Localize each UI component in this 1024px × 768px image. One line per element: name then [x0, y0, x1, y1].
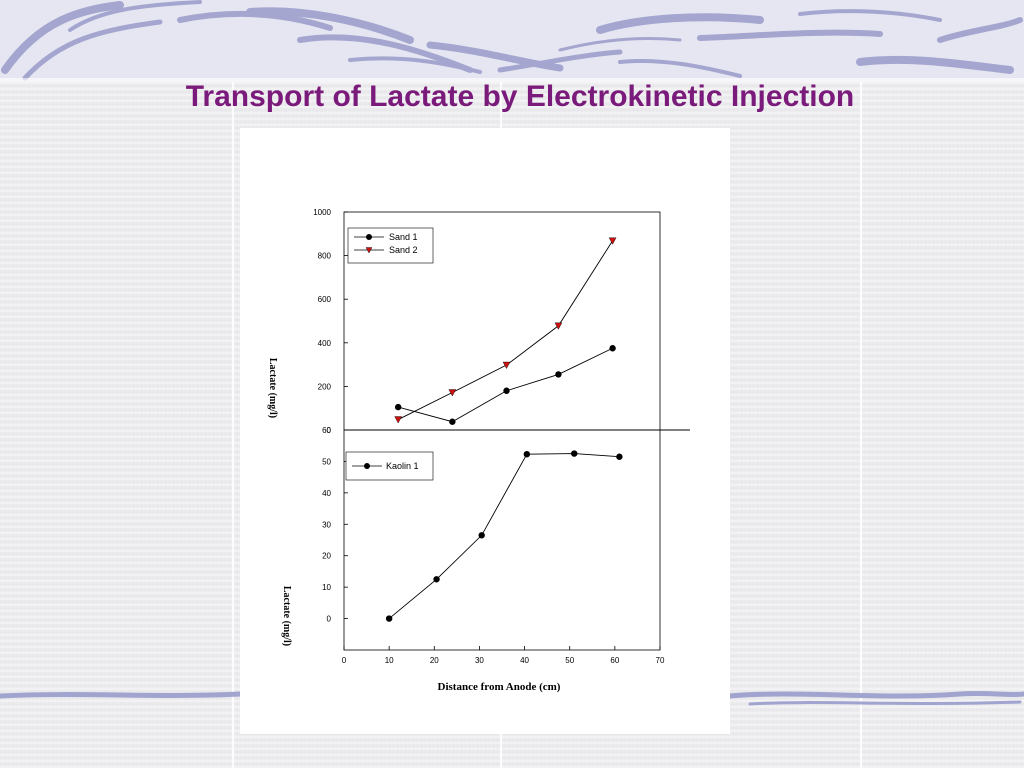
series-line-sand-1	[398, 347, 613, 423]
data-point-kaolin-1	[571, 450, 578, 457]
lower-y-tick-label: 60	[322, 426, 331, 435]
upper-y-tick-label: 1000	[313, 208, 331, 217]
data-point-sand-1	[394, 403, 402, 411]
data-point-sand-2	[554, 322, 563, 330]
lower-y-tick-label: 0	[327, 615, 332, 624]
background-line	[232, 80, 234, 768]
data-point-sand-2	[608, 237, 617, 245]
lower-y-tick-label: 20	[322, 552, 331, 561]
legend-label-kaolin-1: Kaolin 1	[386, 461, 419, 471]
slide-title: Transport of Lactate by Electrokinetic I…	[185, 80, 855, 113]
x-tick-label: 10	[385, 656, 394, 665]
legend-marker-kaolin-1	[364, 463, 370, 469]
footer-band	[0, 690, 1024, 706]
upper-y-tick-label: 800	[318, 252, 332, 261]
data-point-sand-1	[503, 387, 510, 394]
lower-y-tick-label: 10	[322, 583, 331, 592]
lower-y-tick-label: 30	[322, 520, 331, 529]
lower-y-tick-label: 50	[322, 457, 331, 466]
series-line-kaolin-1	[388, 453, 620, 619]
upper-y-tick-label: 600	[318, 295, 332, 304]
x-tick-label: 50	[565, 656, 574, 665]
data-point-sand-2	[502, 361, 511, 369]
x-axis: 0 10 20 30 40 50 60 70	[342, 646, 665, 665]
data-point-kaolin-1	[385, 615, 393, 622]
x-tick-label: 0	[342, 656, 347, 665]
upper-y-axis: 0 200 400 600 800 1000	[313, 208, 348, 435]
legend-marker-sand-1	[366, 234, 372, 240]
background-line	[860, 80, 862, 768]
legend-label-sand-1: Sand 1	[389, 232, 418, 242]
legend-marker-sand-2	[365, 247, 373, 254]
x-tick-label: 40	[520, 656, 529, 665]
lower-y-tick-label: 40	[322, 489, 331, 498]
data-point-kaolin-1	[523, 451, 531, 458]
upper-legend: Sand 1 Sand 2	[347, 227, 434, 264]
x-tick-label: 70	[656, 656, 665, 665]
upper-y-tick-label: 0	[327, 426, 332, 435]
data-point-sand-1	[449, 418, 456, 425]
upper-y-tick-label: 400	[318, 339, 332, 348]
legend-label-sand-2: Sand 2	[389, 245, 418, 255]
data-point-kaolin-1	[478, 532, 485, 539]
x-axis-label: Distance from Anode (cm)	[438, 681, 561, 693]
data-point-kaolin-1	[433, 576, 440, 583]
data-point-sand-2	[448, 389, 457, 397]
data-point-sand-2	[394, 416, 403, 424]
data-point-sand-1	[609, 345, 616, 352]
upper-y-axis-label: Lactate (mg/l)	[267, 358, 278, 418]
x-tick-label: 30	[475, 656, 484, 665]
x-tick-label: 60	[610, 656, 619, 665]
lower-legend: Kaolin 1	[345, 451, 434, 481]
chart-figure: 0 200 400 600 800 1000 0 10 20 30 40 50 60 0 10 20 30 4…	[267, 208, 690, 693]
data-point-sand-1	[555, 371, 562, 378]
lower-y-axis-label: Lactate (mg/l)	[281, 586, 292, 646]
x-tick-label: 20	[430, 656, 439, 665]
upper-legend-box	[347, 227, 434, 264]
chart-panel: 0 200 400 600 800 1000 0 10 20 30 40 50 60 0 10 20 30 4…	[240, 128, 730, 734]
series-layer	[385, 237, 623, 622]
data-point-kaolin-1	[616, 453, 623, 460]
upper-y-tick-label: 200	[318, 382, 332, 391]
lower-y-axis: 0 10 20 30 40 50 60	[322, 426, 348, 624]
header-banner	[0, 0, 1024, 82]
